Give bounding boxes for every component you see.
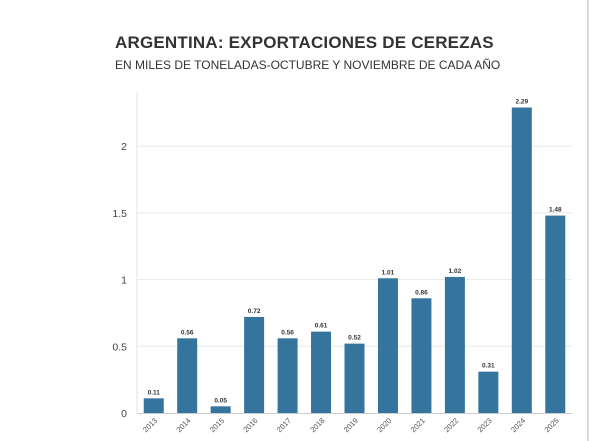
bar-2013 (143, 398, 164, 413)
bar-2023 (478, 371, 499, 413)
bar-2018 (311, 331, 332, 413)
bar-2015 (210, 406, 231, 413)
bars (143, 107, 566, 413)
data-label-2017: 0.56 (281, 329, 294, 336)
bar-2016 (244, 316, 265, 413)
data-label-2014: 0.56 (181, 329, 194, 336)
data-label-2018: 0.61 (315, 323, 328, 330)
x-tick-label-2016: 2016 (241, 416, 259, 434)
data-label-2021: 0.86 (415, 289, 428, 296)
x-tick-label-2015: 2015 (208, 416, 226, 434)
data-label-2019: 0.52 (348, 335, 361, 342)
x-tick-label-2021: 2021 (409, 416, 427, 434)
data-label-2016: 0.72 (248, 308, 261, 315)
y-tick-label: 1.5 (112, 208, 127, 220)
x-tick-label-2014: 2014 (174, 416, 192, 434)
data-label-2020: 1.01 (382, 269, 395, 276)
x-tick-label-2023: 2023 (476, 416, 494, 434)
bar-2025 (545, 215, 566, 413)
x-tick-label-2025: 2025 (543, 416, 561, 434)
x-tick-label-2020: 2020 (375, 416, 393, 434)
axes (136, 92, 572, 414)
chart-title: ARGENTINA: EXPORTACIONES DE CEREZAS (115, 33, 494, 52)
data-labels: 0.11 0.56 0.05 0.72 0.56 0.61 0.52 1.01 0.86 1.02… (148, 99, 562, 405)
bar-2024 (511, 107, 532, 413)
gridlines (137, 145, 572, 347)
x-tick-label-2024: 2024 (509, 416, 527, 434)
x-tick-label-2018: 2018 (308, 416, 326, 434)
x-tick-label-2013: 2013 (141, 416, 159, 434)
data-label-2022: 1.02 (449, 268, 462, 275)
y-axis-ticks: 0 0.5 1 1.5 2 (112, 141, 127, 420)
x-tick-label-2022: 2022 (442, 416, 460, 434)
data-label-2025: 1.48 (549, 207, 562, 214)
bar-2017 (277, 338, 298, 413)
y-tick-label: 0 (121, 408, 127, 420)
y-tick-label: 1 (121, 275, 127, 287)
window-edge (587, 0, 589, 441)
x-axis-ticks: 2013 2014 2015 2016 2017 2018 2019 2020 2021 2022… (141, 416, 561, 434)
y-tick-label: 2 (121, 141, 127, 153)
data-label-2023: 0.31 (482, 363, 495, 370)
data-label-2015: 0.05 (214, 397, 227, 404)
data-label-2024: 2.29 (515, 99, 528, 106)
bar-2019 (344, 343, 365, 413)
data-label-2013: 0.11 (148, 389, 161, 396)
bar-2020 (377, 278, 398, 413)
y-tick-label: 0.5 (112, 341, 127, 353)
chart-subtitle: EN MILES DE TONELADAS-OCTUBRE Y NOVIEMBR… (115, 58, 501, 72)
x-tick-label-2017: 2017 (275, 416, 293, 434)
x-tick-label-2019: 2019 (342, 416, 360, 434)
bar-2021 (411, 298, 432, 413)
bar-2022 (444, 276, 465, 413)
bar-2014 (177, 338, 198, 413)
